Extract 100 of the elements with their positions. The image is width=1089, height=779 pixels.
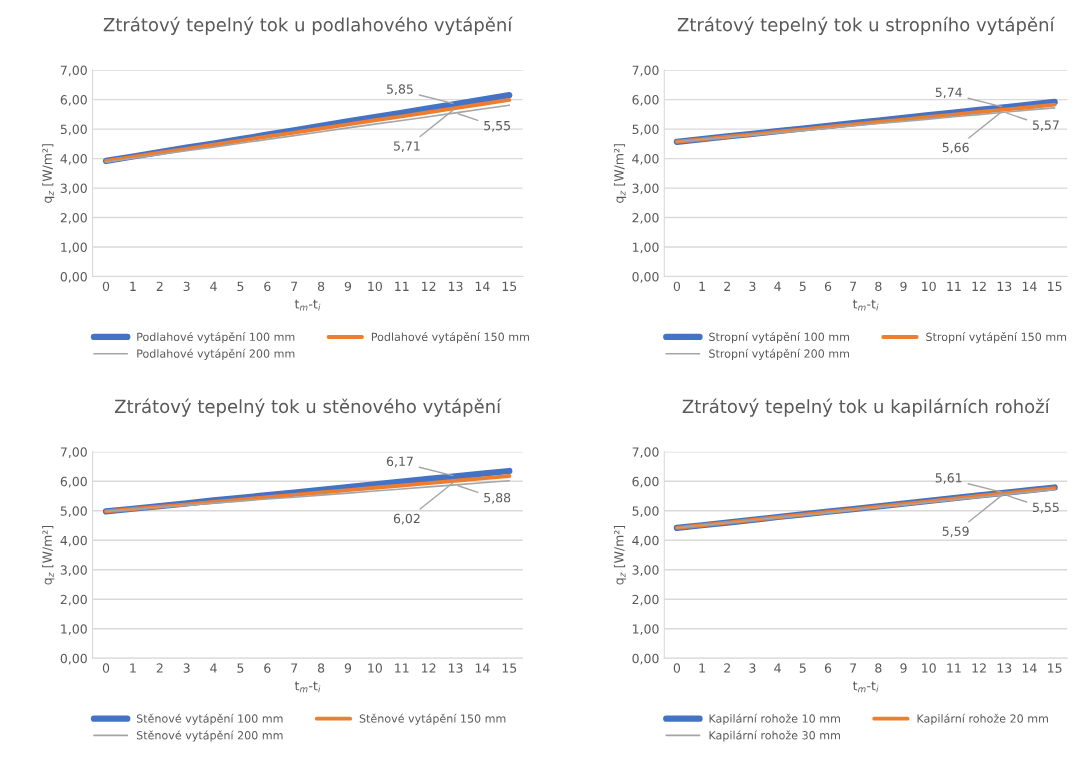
annotation: 5,61 [935, 473, 962, 484]
x-tick-label: 7 [850, 663, 857, 673]
x-tick-label: 2 [156, 663, 163, 673]
x-tick-label: 4 [210, 281, 217, 291]
x-tick-label: 11 [947, 663, 961, 673]
legend-label: Podlahové vytápění 100 mm [137, 331, 295, 344]
annotation: 5,88 [484, 492, 511, 504]
x-tick-label: 9 [900, 663, 907, 673]
x-tick-label: 5 [799, 663, 806, 673]
y-tick-label: 5,00 [60, 124, 87, 136]
y-tick-label: 7,00 [632, 447, 659, 459]
x-tick-label: 7 [291, 281, 298, 291]
y-tick-label: 4,00 [632, 154, 659, 165]
y-tick-label: 6,00 [632, 95, 659, 106]
x-tick-label: 4 [774, 663, 781, 673]
y-tick-label: 1,00 [61, 624, 87, 635]
x-tick-label: 10 [368, 663, 382, 673]
x-tick-label: 5 [237, 663, 244, 673]
annotation: 5,55 [484, 121, 510, 132]
y-tick-label: 6,00 [60, 476, 87, 488]
x-tick-label: 15 [1048, 281, 1062, 292]
legend-label: Stropní vytápění 100 mm [709, 331, 849, 344]
x-tick-label: 6 [264, 663, 271, 673]
y-tick-label: 6,00 [632, 476, 659, 488]
annotation: 5,57 [1032, 120, 1059, 132]
y-tick-label: 5,00 [632, 506, 659, 517]
y-axis-title: q$_{z}$ [W/m²] [613, 144, 627, 203]
y-tick-label: 3,00 [60, 183, 87, 195]
y-tick-label: 0,00 [632, 653, 659, 665]
y-tick-label: 0,00 [60, 272, 87, 283]
legend-label: Stěnové vytápění 100 mm [136, 713, 283, 725]
legend-label: Podlahové vytápění 200 mm [137, 348, 295, 360]
annotation: 5,71 [393, 141, 420, 152]
x-axis-title: t$_{m}$-t$_{i}$ [294, 299, 321, 311]
legend-label: Kapilární rohože 10 mm [709, 713, 840, 725]
x-tick-label: 9 [900, 281, 907, 292]
annotation: 5,85 [387, 84, 413, 96]
x-tick-label: 9 [344, 663, 352, 673]
annotation: 6,17 [386, 456, 413, 468]
chart-title: Ztrátový tepelný tok u stěnového vytápění [114, 398, 502, 417]
x-tick-label: 11 [395, 663, 409, 673]
x-tick-label: 5 [799, 281, 806, 292]
y-tick-label: 5,00 [632, 124, 659, 136]
x-tick-label: 8 [875, 281, 882, 292]
x-axis-title: t$_{m}$-t$_{i}$ [852, 299, 879, 311]
y-tick-label: 1,00 [61, 242, 87, 254]
x-tick-label: 1 [130, 663, 136, 673]
x-axis-title: t$_{m}$-t$_{i}$ [852, 681, 879, 693]
x-tick-label: 2 [724, 663, 730, 673]
chart-title: Ztrátový tepelný tok u kapilárních rohoží [682, 398, 1051, 417]
x-tick-label: 3 [749, 663, 756, 673]
y-tick-label: 7,00 [60, 65, 87, 77]
y-tick-label: 2,00 [60, 213, 87, 224]
y-tick-label: 5,00 [60, 506, 87, 517]
x-tick-label: 8 [317, 281, 325, 292]
y-tick-label: 4,00 [60, 535, 87, 547]
x-tick-label: 1 [699, 281, 705, 291]
x-tick-label: 14 [1022, 663, 1037, 673]
annotation: 5,74 [935, 87, 962, 99]
x-tick-label: 3 [183, 281, 190, 292]
x-tick-label: 11 [947, 281, 961, 291]
x-tick-label: 9 [344, 281, 352, 292]
x-tick-label: 6 [264, 281, 271, 292]
x-tick-label: 13 [448, 281, 463, 292]
y-tick-label: 3,00 [60, 565, 87, 576]
y-tick-label: 6,00 [60, 95, 87, 106]
x-tick-label: 14 [475, 663, 490, 673]
x-tick-label: 2 [724, 281, 730, 291]
y-tick-label: 4,00 [632, 535, 659, 547]
legend-label: Kapilární rohože 30 mm [709, 730, 840, 742]
y-tick-label: 7,00 [60, 447, 87, 459]
y-tick-label: 2,00 [60, 594, 87, 606]
x-tick-label: 14 [475, 281, 490, 291]
x-tick-label: 10 [922, 281, 936, 292]
x-tick-label: 15 [502, 663, 517, 673]
x-tick-label: 13 [997, 281, 1012, 292]
x-tick-label: 7 [291, 663, 298, 673]
chart-title: Ztrátový tepelný tok u podlahového vytápění [103, 16, 513, 35]
x-tick-label: 15 [502, 281, 517, 292]
annotation: 5,55 [1032, 502, 1059, 514]
y-tick-label: 1,00 [632, 624, 659, 635]
annotation: 5,59 [942, 526, 969, 538]
x-tick-label: 11 [395, 281, 409, 291]
y-tick-label: 4,00 [60, 154, 87, 165]
y-tick-label: 3,00 [632, 565, 659, 576]
x-tick-label: 10 [922, 663, 936, 673]
x-tick-label: 0 [102, 663, 110, 673]
x-tick-label: 6 [824, 663, 832, 673]
y-tick-label: 1,00 [632, 242, 659, 254]
x-tick-label: 12 [422, 281, 436, 291]
x-tick-label: 15 [1048, 663, 1062, 673]
legend-label: Kapilární rohože 20 mm [917, 713, 1048, 725]
y-tick-label: 7,00 [632, 65, 659, 77]
x-tick-label: 6 [824, 281, 832, 292]
x-axis-title: t$_{m}$-t$_{i}$ [294, 681, 321, 693]
x-tick-label: 4 [210, 663, 217, 673]
y-tick-label: 2,00 [632, 213, 659, 224]
x-tick-label: 10 [368, 281, 382, 292]
annotation: 6,02 [393, 513, 420, 525]
chart-title: Ztrátový tepelný tok u stropního vytápění [677, 16, 1055, 35]
